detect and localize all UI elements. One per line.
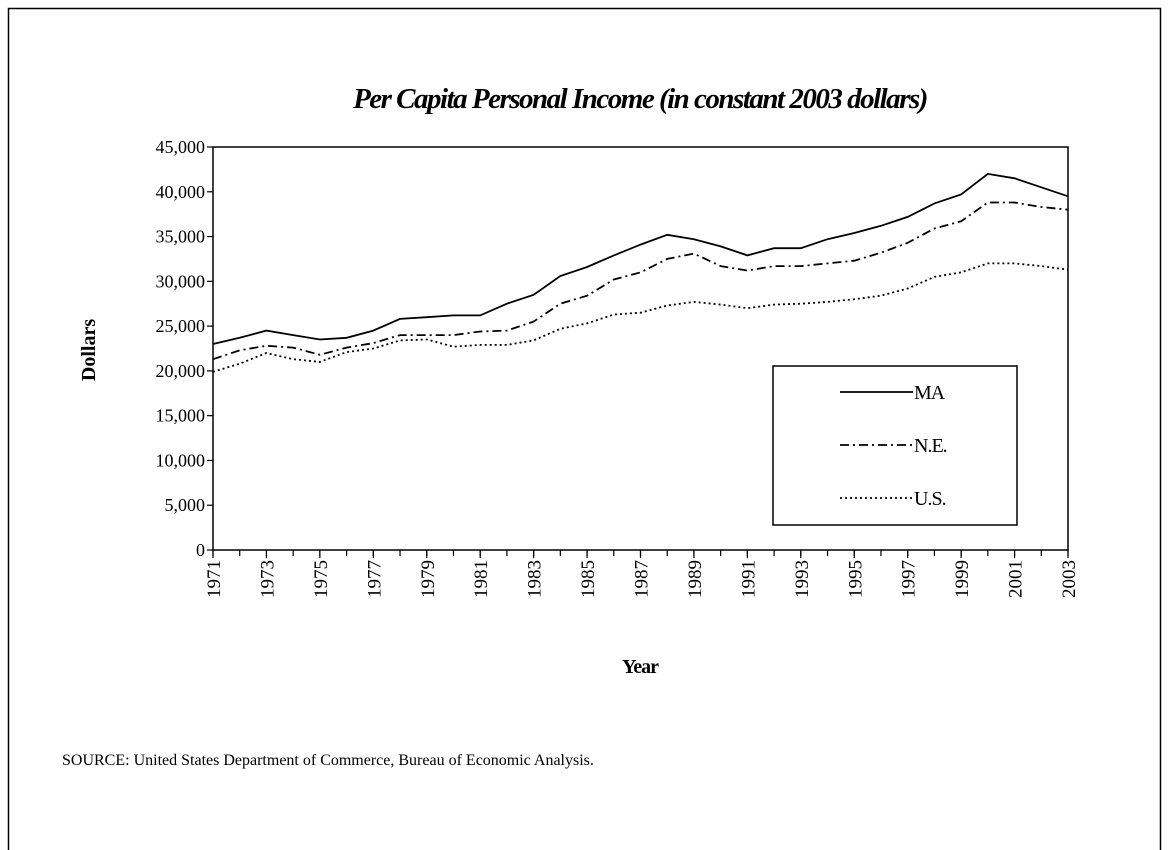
series-line: [212, 201, 1069, 361]
x-tick-label: 1983: [525, 560, 546, 598]
y-tick-label: 20,000: [156, 361, 206, 381]
x-tick-label: 1995: [845, 560, 866, 598]
x-tick-label: 1997: [899, 560, 920, 598]
x-tick-label: 1971: [204, 560, 225, 598]
y-axis-label: Dollars: [78, 319, 100, 381]
x-tick-label: 1973: [257, 560, 278, 598]
x-tick-label: 1987: [632, 560, 653, 598]
x-tick-label: 1991: [738, 560, 759, 598]
x-tick-label: 2001: [1006, 560, 1027, 598]
x-tick-label: 1989: [685, 560, 706, 598]
x-tick-label: 1985: [578, 560, 599, 598]
x-tick-label: 1975: [311, 560, 332, 598]
x-axis-label: Year: [622, 656, 659, 678]
source-note: SOURCE: United States Department of Comm…: [62, 752, 594, 769]
y-tick-label: 45,000: [156, 137, 206, 157]
x-tick-label: 1999: [952, 560, 973, 598]
y-tick-label: 25,000: [156, 316, 206, 336]
x-tick-label: 2003: [1059, 560, 1080, 598]
legend-label: U.S.: [914, 488, 946, 510]
y-tick-label: 0: [196, 540, 205, 560]
y-tick-label: 15,000: [156, 406, 206, 426]
x-tick-label: 1993: [792, 560, 813, 598]
y-tick-label: 40,000: [156, 182, 206, 202]
legend-box: [772, 365, 1018, 526]
legend-label: MA: [914, 382, 946, 404]
y-tick-label: 10,000: [156, 450, 206, 470]
y-tick-label: 35,000: [156, 227, 206, 247]
page-frame: [7, 7, 1162, 850]
x-tick-label: 1977: [364, 560, 385, 598]
series-line: [212, 172, 1069, 345]
series-line: [212, 262, 1069, 373]
y-tick-label: 5,000: [165, 495, 206, 515]
chart-title: Per Capita Personal Income (in constant …: [352, 83, 927, 115]
y-tick-label: 30,000: [156, 271, 206, 291]
x-tick-label: 1981: [471, 560, 492, 598]
x-tick-label: 1979: [418, 560, 439, 598]
legend-label: N.E.: [914, 435, 947, 457]
